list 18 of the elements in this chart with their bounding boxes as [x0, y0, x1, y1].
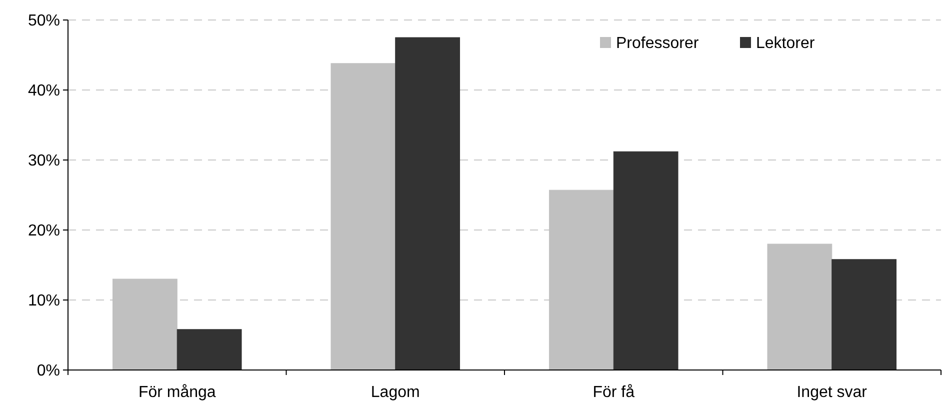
bar [176, 329, 242, 370]
y-tick-label: 50% [28, 12, 60, 30]
y-tick-label: 10% [28, 292, 60, 310]
bar [832, 259, 897, 370]
x-tick-label: För få [592, 384, 635, 401]
y-tick-label: 40% [28, 82, 60, 100]
x-tick-label: För många [138, 384, 216, 401]
x-tick-label: Inget svar [796, 384, 868, 401]
bar [395, 37, 460, 370]
y-tick-label: 20% [28, 222, 60, 240]
legend-label: Professorer [616, 35, 700, 52]
bar [767, 244, 832, 370]
y-tick-label: 0% [36, 362, 60, 380]
legend-label: Lektorer [756, 35, 816, 52]
y-tick-label: 30% [28, 152, 60, 170]
x-tick-label: Lagom [370, 384, 420, 401]
bar [330, 63, 396, 370]
bar [613, 151, 678, 370]
